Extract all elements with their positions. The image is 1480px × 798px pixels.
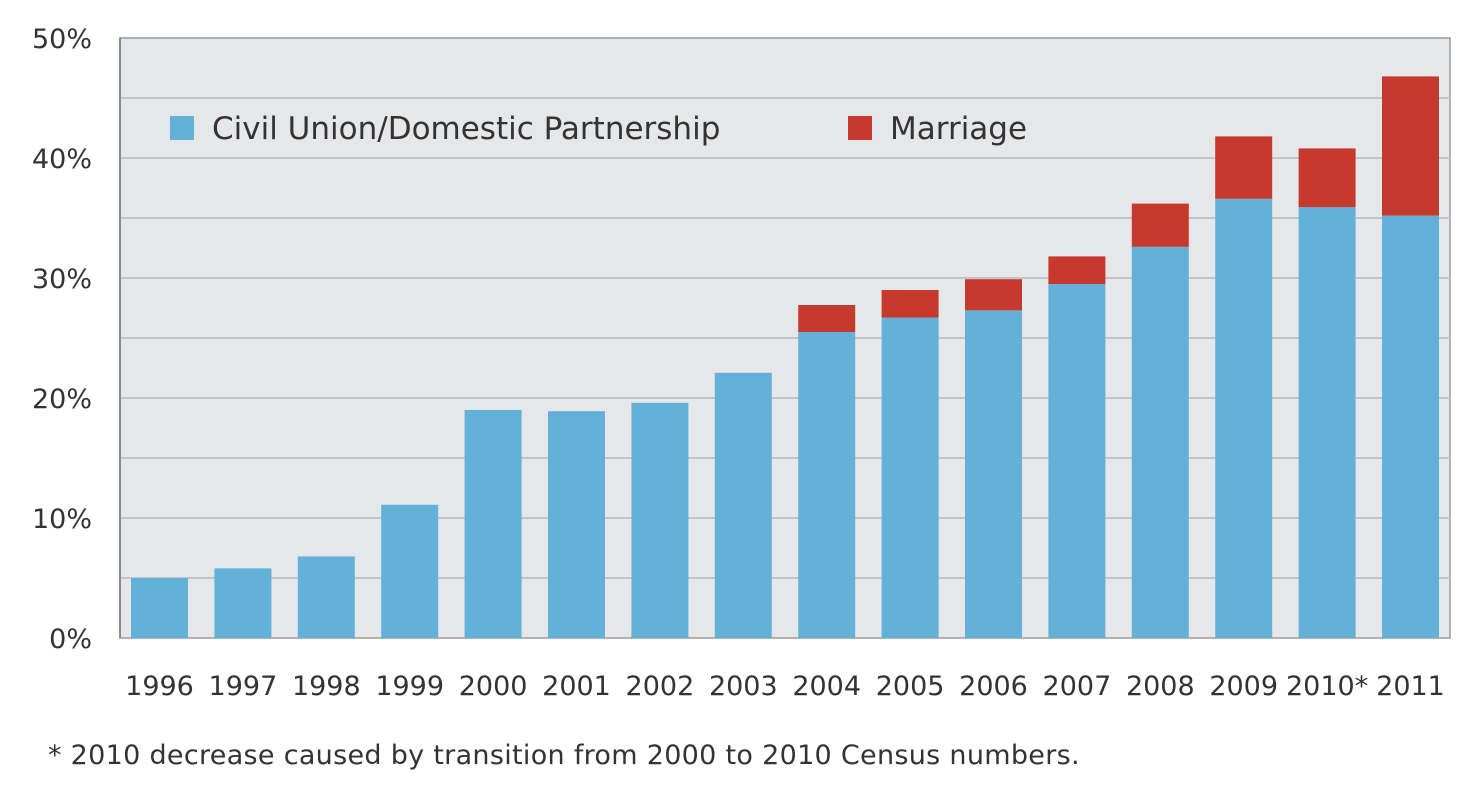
legend-label: Civil Union/Domestic Partnership xyxy=(212,111,720,147)
x-tick-label: 2005 xyxy=(876,671,945,702)
legend-swatch xyxy=(170,116,194,140)
x-tick-label: 2008 xyxy=(1126,671,1195,702)
y-tick-label: 10% xyxy=(32,504,92,535)
bar-marriage xyxy=(1298,148,1356,208)
stacked-bar-chart: 0% 10% 20% 30% 40% 50% 1996 1997 1998 1999 2000 200… xyxy=(32,24,1451,702)
x-tick-label: 2002 xyxy=(626,671,695,702)
legend-label: Marriage xyxy=(890,111,1027,147)
bar-civil-union xyxy=(464,410,522,638)
x-tick-label: 2010* xyxy=(1286,671,1368,702)
x-tick-label: 2009 xyxy=(1209,671,1278,702)
x-tick-label: 2011 xyxy=(1376,671,1445,702)
bar-marriage xyxy=(881,290,939,318)
x-tick-label: 2000 xyxy=(459,671,528,702)
bar-civil-union xyxy=(214,568,272,638)
bar-civil-union xyxy=(297,556,355,638)
y-tick-label: 50% xyxy=(32,24,92,55)
y-tick-label: 30% xyxy=(32,264,92,295)
bar-civil-union xyxy=(798,332,856,638)
x-tick-label: 1998 xyxy=(292,671,361,702)
bar-civil-union xyxy=(131,578,188,638)
bar-marriage xyxy=(1131,203,1189,247)
x-tick-label: 2001 xyxy=(542,671,611,702)
bar-civil-union xyxy=(1382,215,1439,638)
bar-civil-union xyxy=(548,411,605,638)
x-tick-label: 1999 xyxy=(375,671,444,702)
bar-marriage xyxy=(798,305,856,332)
footnote: * 2010 decrease caused by transition fro… xyxy=(48,740,1080,771)
legend-swatch xyxy=(848,116,872,140)
bar-marriage xyxy=(1215,136,1273,199)
bar-civil-union xyxy=(631,402,689,638)
x-tick-label: 1997 xyxy=(209,671,278,702)
y-tick-label: 20% xyxy=(32,384,92,415)
bar-marriage xyxy=(1382,76,1439,216)
bar-civil-union xyxy=(381,504,439,638)
bar-civil-union xyxy=(881,317,939,638)
bar-marriage xyxy=(1048,256,1106,284)
bar-civil-union xyxy=(714,372,772,638)
x-tick-label: 2003 xyxy=(709,671,778,702)
x-tick-label: 2006 xyxy=(959,671,1028,702)
bar-civil-union xyxy=(1131,246,1189,639)
bar-marriage xyxy=(965,279,1022,311)
x-tick-label: 1996 xyxy=(125,671,194,702)
y-tick-label: 0% xyxy=(49,624,92,655)
bar-civil-union xyxy=(1298,207,1356,638)
x-tick-label: 2007 xyxy=(1043,671,1112,702)
x-tick-label: 2004 xyxy=(792,671,861,702)
bar-civil-union xyxy=(1048,284,1106,638)
bar-civil-union xyxy=(1215,198,1273,639)
y-tick-label: 40% xyxy=(32,144,92,175)
bar-civil-union xyxy=(965,310,1022,638)
